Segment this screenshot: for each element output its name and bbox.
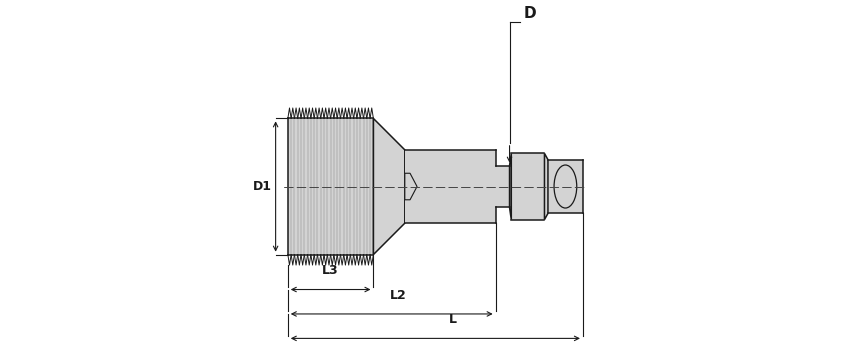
Bar — [548, 160, 583, 213]
Text: L3: L3 — [322, 264, 339, 277]
Bar — [288, 118, 374, 254]
Polygon shape — [545, 153, 548, 220]
Text: D: D — [523, 6, 536, 21]
Text: L: L — [449, 313, 457, 326]
Text: L2: L2 — [391, 289, 407, 302]
Polygon shape — [374, 118, 404, 254]
Bar — [404, 150, 496, 223]
Bar — [496, 165, 510, 207]
Polygon shape — [404, 173, 417, 200]
Bar — [511, 153, 545, 220]
Text: D1: D1 — [253, 180, 272, 193]
Polygon shape — [510, 153, 511, 220]
